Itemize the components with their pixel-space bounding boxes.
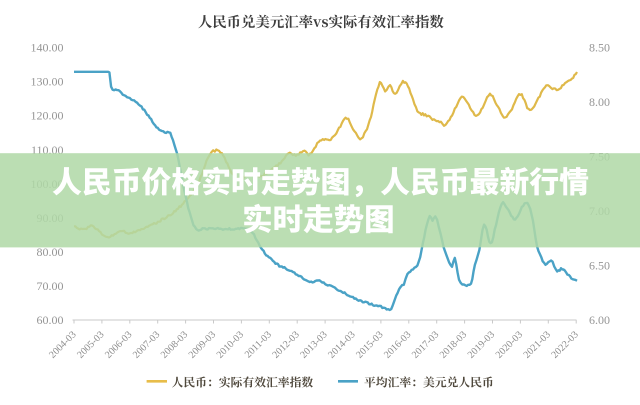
svg-text:8.00: 8.00	[589, 95, 610, 109]
svg-text:8.50: 8.50	[589, 41, 610, 55]
svg-text:130.00: 130.00	[31, 75, 64, 89]
svg-text:120.00: 120.00	[31, 109, 64, 123]
svg-text:6.00: 6.00	[589, 313, 610, 327]
svg-text:6.50: 6.50	[589, 259, 610, 273]
svg-text:140.00: 140.00	[31, 41, 64, 55]
svg-text:60.00: 60.00	[37, 313, 64, 327]
svg-text:80.00: 80.00	[37, 245, 64, 259]
svg-text:70.00: 70.00	[37, 279, 64, 293]
